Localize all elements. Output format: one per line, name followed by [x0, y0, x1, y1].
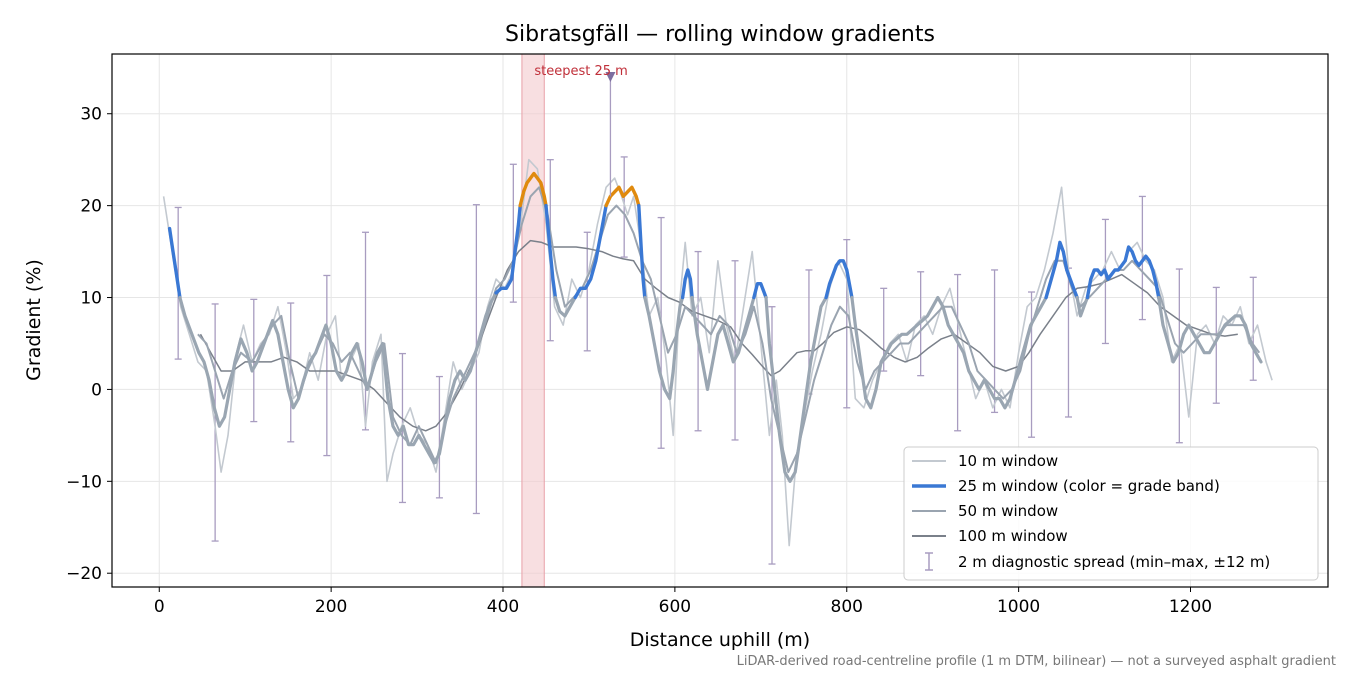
errorbar — [657, 216, 665, 449]
errorbar — [954, 273, 962, 432]
grid — [112, 54, 1328, 587]
series-line-25m-gray — [850, 295, 1048, 410]
series-line-25m-blue — [573, 203, 608, 300]
annotation-layer: steepest 25 m — [534, 64, 628, 197]
steepest-band-layer — [521, 53, 545, 588]
legend-label-spread: 2 m diagnostic spread (min–max, ±12 m) — [958, 553, 1270, 571]
steepest-band — [521, 53, 545, 588]
x-tick-label: 200 — [315, 597, 347, 617]
y-tick-label: −20 — [66, 564, 102, 584]
legend-label-100m: 100 m window — [958, 527, 1068, 545]
series-line-25m-blue — [167, 226, 182, 300]
y-tick-label: 10 — [80, 289, 102, 309]
legend-label-50m: 50 m window — [958, 502, 1058, 520]
y-tick-label: 20 — [80, 197, 102, 217]
x-tick-label: 400 — [487, 597, 519, 617]
series-line-25m-gray — [178, 291, 498, 465]
series-line-25m-blue — [824, 259, 854, 300]
errorbar — [287, 302, 295, 443]
series-line-25m-gray — [643, 295, 685, 401]
x-tick-label: 800 — [831, 597, 863, 617]
steepest-label: steepest 25 m — [534, 64, 627, 79]
series-line-100m — [199, 239, 1238, 432]
series-line-25m-blue — [1044, 240, 1079, 300]
series-line-25m-blue — [1085, 245, 1161, 300]
series-line-25m-blue — [680, 268, 694, 300]
x-tick-label: 1200 — [1169, 597, 1212, 617]
errorbar — [583, 231, 591, 352]
series-line-25m-orange — [604, 185, 641, 208]
errorbar — [620, 156, 628, 258]
errorbar — [1212, 286, 1220, 404]
series-line-25m-gray — [1075, 295, 1090, 318]
legend-box — [903, 446, 1319, 581]
errorbar-layer — [174, 156, 1257, 565]
chart-title: Sibratsgfäll — rolling window gradients — [505, 22, 935, 47]
x-axis-label: Distance uphill (m) — [630, 629, 810, 651]
series-line-25m-gray — [553, 295, 577, 318]
errorbar — [509, 163, 517, 303]
legend-swatch-spread — [925, 552, 933, 571]
series-line-25m-gray — [1157, 295, 1263, 364]
y-axis-label: Gradient (%) — [23, 259, 45, 381]
x-tick-label: 0 — [154, 597, 165, 617]
errorbar — [1249, 276, 1257, 381]
errorbar — [1028, 291, 1036, 438]
series-25m-layer — [167, 171, 1263, 483]
series-line-25m-orange — [518, 171, 548, 208]
series-100m-layer — [199, 239, 1238, 432]
series-line-25m-gray — [690, 295, 756, 391]
errorbar — [1175, 268, 1183, 444]
series-line-25m-blue — [637, 203, 647, 300]
x-tick-label: 1000 — [997, 597, 1040, 617]
legend-label-10m: 10 m window — [958, 452, 1058, 470]
series-line-25m-blue — [544, 203, 558, 300]
series-line-25m-gray — [764, 295, 828, 483]
errorbar — [323, 274, 331, 457]
errorbar — [362, 231, 370, 431]
footnote: LiDAR-derived road-centreline profile (1… — [737, 654, 1336, 669]
errorbar — [435, 375, 443, 499]
series-line-25m-blue — [494, 203, 522, 295]
ticks: 0 200 400 600 800 1000 1200 −20 −10 0 10 20 30 — [66, 105, 1212, 617]
legend: 10 m window 25 m window (color = grade b… — [903, 446, 1319, 581]
y-tick-label: 30 — [80, 105, 102, 125]
y-tick-label: −10 — [66, 472, 102, 492]
series-line-25m-blue — [752, 282, 768, 300]
x-tick-label: 600 — [659, 597, 691, 617]
plot-frame — [111, 53, 1329, 588]
y-tick-label: 0 — [91, 380, 102, 400]
legend-label-25m: 25 m window (color = grade band) — [958, 477, 1220, 495]
errorbar — [768, 306, 776, 565]
steepest-marker — [605, 71, 616, 82]
